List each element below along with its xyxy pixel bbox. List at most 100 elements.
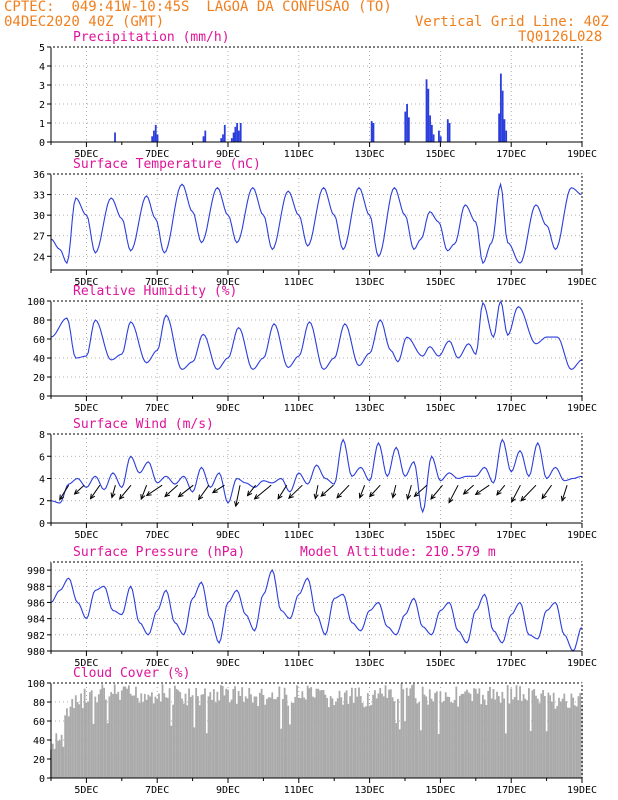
cloud-bar xyxy=(414,698,417,778)
cloud-bar xyxy=(551,701,553,778)
wind-arrow xyxy=(406,485,412,500)
cloud-bar xyxy=(149,696,152,778)
cloud-bar xyxy=(471,701,474,778)
cloud-bar xyxy=(67,716,70,778)
panel-4: Surface Pressure (hPa) 980 982 984 986 988 990… xyxy=(27,545,597,669)
cloud-bar xyxy=(103,687,105,778)
cloud-bar xyxy=(545,731,548,778)
cloud-bar xyxy=(177,690,180,778)
y-tick-label: 20 xyxy=(33,373,45,384)
cloud-bar xyxy=(542,690,544,778)
x-tick-label: 9DEC xyxy=(216,277,240,288)
y-tick-label: 30 xyxy=(33,211,45,222)
cloud-bar xyxy=(324,694,327,778)
cloud-bar xyxy=(416,703,419,778)
cloud-bar xyxy=(469,693,472,778)
wind-arrow xyxy=(254,484,272,500)
wind-arrow xyxy=(320,484,334,497)
cloud-bar xyxy=(496,691,498,778)
panel-5: Cloud Cover (%) 0 20 40 60 80 100 5DEC 7DEC 9DEC 1… xyxy=(27,666,597,796)
header-location: LAGOA DA CONFUSAO (TO) xyxy=(206,0,392,15)
cloud-bar xyxy=(457,706,459,778)
cloud-bar xyxy=(186,705,189,778)
cloud-bar xyxy=(351,687,353,778)
cloud-bar xyxy=(481,694,484,778)
cloud-bar xyxy=(492,688,495,778)
cloud-bar xyxy=(574,705,576,778)
cloud-bar xyxy=(381,693,383,778)
y-tick-label: 36 xyxy=(33,170,45,181)
cloud-bar xyxy=(535,695,537,778)
cloud-bar xyxy=(361,702,364,778)
cloud-bar xyxy=(170,725,173,778)
x-tick-label: 19DEC xyxy=(567,149,597,160)
cloud-bar xyxy=(131,695,134,778)
cloud-bar xyxy=(393,701,396,778)
precip-bar xyxy=(202,136,205,142)
cloud-bar xyxy=(299,698,302,778)
cloud-bar xyxy=(225,688,228,778)
cloud-bar xyxy=(343,692,346,778)
wind-arrowhead xyxy=(277,493,283,500)
cloud-bar xyxy=(499,702,502,778)
panel-title: Surface Wind (m/s) xyxy=(73,417,214,432)
cloud-bar xyxy=(271,692,274,778)
cloud-bar xyxy=(66,708,68,778)
cloud-bar xyxy=(99,689,102,778)
cloud-bar xyxy=(317,688,320,778)
cloud-bar xyxy=(510,688,513,778)
cloud-bar xyxy=(115,693,118,778)
cloud-bar xyxy=(467,692,470,778)
y-tick-label: 0 xyxy=(39,519,45,530)
cloud-bar xyxy=(384,685,387,778)
cloud-bar xyxy=(312,696,314,778)
cloud-bar xyxy=(519,686,521,778)
header-run: 04DEC2020 40Z (GMT) xyxy=(4,14,165,30)
cloud-bar xyxy=(198,705,201,778)
cloud-bar xyxy=(168,688,171,778)
cloud-bar xyxy=(531,690,534,778)
panel-1: Surface Temperature (nC) 24 27 30 33 36 5DEC 7D… xyxy=(33,157,597,288)
cloud-bar xyxy=(241,687,244,778)
x-tick-label: 7DEC xyxy=(145,277,169,288)
x-tick-label: 9DEC xyxy=(216,149,240,160)
precip-bar xyxy=(153,130,155,142)
cloud-bar xyxy=(428,689,431,778)
y-tick-label: 2 xyxy=(39,100,45,111)
cloud-bar xyxy=(209,692,212,778)
wind-arrow xyxy=(247,484,257,496)
precip-bar xyxy=(232,132,235,142)
wind-arrow xyxy=(511,484,521,503)
cloud-bar xyxy=(398,729,401,778)
x-tick-label: 9DEC xyxy=(216,785,240,796)
cloud-bar xyxy=(319,690,321,778)
cloud-bar xyxy=(304,699,307,778)
y-tick-label: 80 xyxy=(33,316,45,327)
y-tick-label: 60 xyxy=(33,717,45,728)
y-tick-label: 982 xyxy=(27,631,45,642)
x-tick-label: 15DEC xyxy=(425,785,455,796)
wind-arrowhead xyxy=(140,494,146,501)
precip-bar xyxy=(430,124,433,142)
cloud-bar xyxy=(358,687,360,778)
cloud-bar xyxy=(400,683,403,778)
cloud-bar xyxy=(204,688,206,778)
cloud-bar xyxy=(147,694,150,778)
wind-arrow xyxy=(140,484,148,500)
cloud-bar xyxy=(308,688,311,778)
y-tick-label: 980 xyxy=(27,647,45,658)
cloud-bar xyxy=(108,696,111,778)
cloud-bar xyxy=(117,691,120,778)
cloud-bar xyxy=(382,696,385,778)
wind-arrowhead xyxy=(474,489,481,496)
model-altitude: Model Altitude: 210.579 m xyxy=(300,545,496,560)
cloud-bar xyxy=(427,704,429,778)
cloud-bar xyxy=(345,690,348,778)
cloud-bar xyxy=(453,699,456,778)
cloud-bar xyxy=(269,697,272,778)
cloud-bar xyxy=(280,728,282,778)
wind-arrow xyxy=(146,484,163,496)
cloud-bar xyxy=(490,698,493,778)
x-tick-label: 9DEC xyxy=(216,403,240,414)
cloud-bar xyxy=(327,707,330,778)
